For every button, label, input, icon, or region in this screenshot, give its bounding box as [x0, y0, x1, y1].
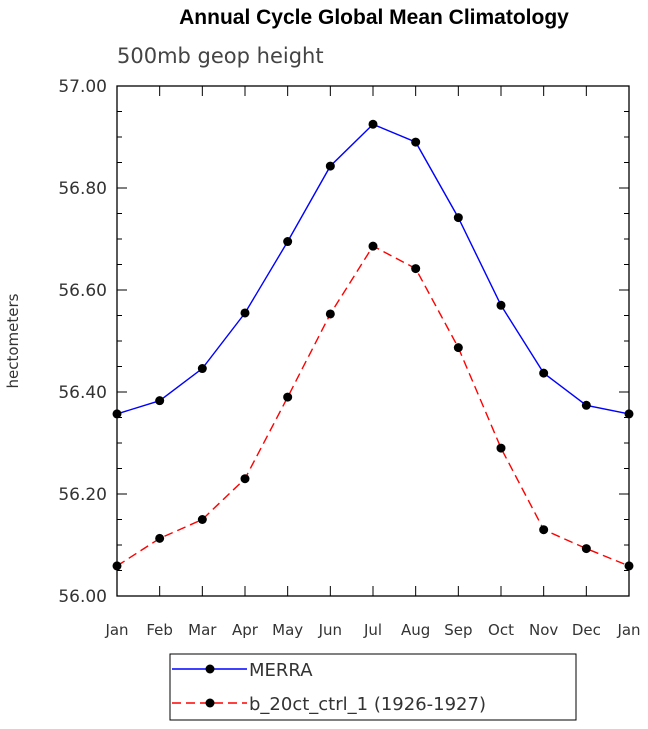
data-point: [496, 300, 506, 310]
data-point: [197, 515, 207, 524]
y-axis-label: hectometers: [4, 293, 22, 388]
series-line-0: [116, 123, 630, 415]
x-tick-label: Mar: [188, 621, 217, 639]
data-point: [112, 561, 122, 571]
x-tick-label: Sep: [444, 621, 472, 639]
data-point: [581, 400, 591, 410]
x-tick-label: Jan: [104, 621, 128, 639]
data-point: [240, 308, 250, 318]
chart-subtitle: 500mb geop height: [117, 44, 324, 68]
data-point: [368, 241, 378, 251]
y-tick-label: 56.40: [58, 383, 107, 403]
x-tick-label: Jan: [616, 621, 640, 639]
data-point: [624, 409, 634, 419]
legend-marker-1: [205, 698, 215, 708]
legend-marker-0: [205, 664, 215, 674]
data-point: [539, 368, 549, 378]
legend: MERRA b_20ct_ctrl_1 (1926-1927): [169, 653, 577, 721]
y-tick-label: 56.80: [58, 179, 107, 199]
data-point: [368, 119, 378, 129]
x-tick-label: Jun: [318, 621, 342, 639]
x-tick-label: Nov: [529, 621, 558, 639]
data-point: [112, 409, 122, 419]
x-tick-label: Jul: [363, 621, 382, 639]
data-point: [155, 533, 165, 543]
data-point: [453, 343, 463, 353]
data-point: [581, 544, 591, 554]
legend-label: MERRA: [249, 660, 313, 681]
data-point: [325, 309, 335, 319]
data-point: [197, 364, 207, 374]
data-point: [283, 392, 293, 402]
series-line-1: [116, 245, 630, 567]
y-tick-label: 56.20: [58, 485, 107, 505]
y-tick-label: 57.00: [58, 77, 107, 97]
x-tick-label: Feb: [146, 621, 173, 639]
chart-title: Annual Cycle Global Mean Climatology: [179, 6, 569, 29]
data-point: [539, 525, 549, 535]
legend-box: [169, 653, 577, 721]
data-point: [411, 137, 421, 147]
data-point: [283, 237, 293, 247]
data-point: [155, 396, 165, 406]
data-point: [325, 161, 335, 171]
y-tick-label: 56.60: [58, 281, 107, 301]
axes: 56.00 56.20 56.40 56.60 56.80 57.00 Jan Feb Mar A…: [58, 77, 640, 639]
x-tick-label: May: [272, 621, 303, 639]
x-tick-label: Aug: [401, 621, 430, 639]
data-point: [496, 443, 506, 453]
x-tick-label: Apr: [232, 621, 259, 639]
legend-label: b_20ct_ctrl_1 (1926-1927): [249, 694, 486, 715]
x-tick-label: Oct: [488, 621, 514, 639]
data-point: [240, 474, 250, 484]
data-point: [411, 264, 421, 274]
plot-frame: [116, 85, 630, 597]
x-tick-label: Dec: [572, 621, 601, 639]
series-layer: [112, 119, 634, 571]
data-point: [453, 213, 463, 223]
y-tick-label: 56.00: [58, 587, 107, 607]
data-point: [624, 561, 634, 571]
